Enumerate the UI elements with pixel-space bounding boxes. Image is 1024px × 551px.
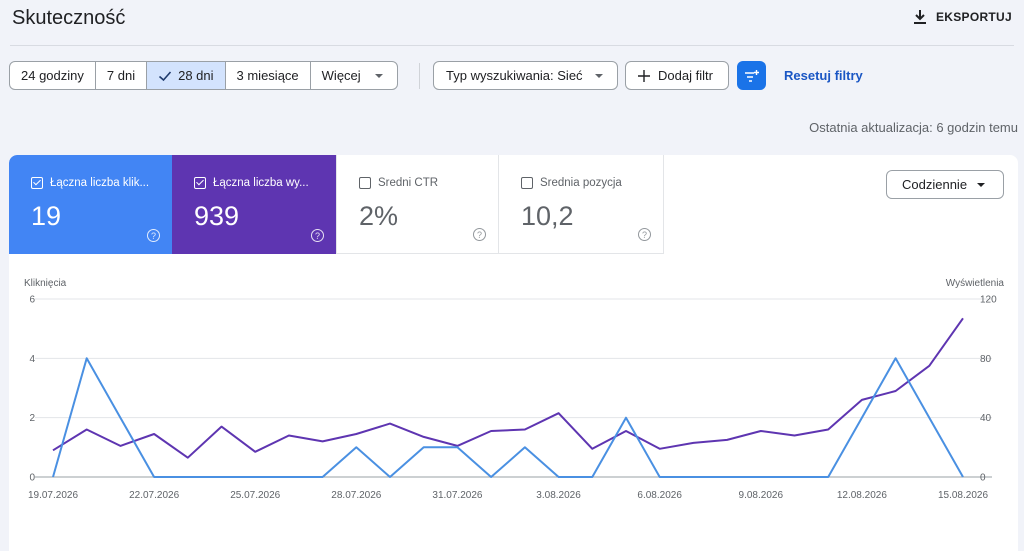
y-tick-right: 120 — [980, 295, 997, 306]
header: Skuteczność EKSPORTUJ — [0, 0, 1024, 44]
checkbox-icon[interactable] — [359, 177, 371, 189]
metric-value: 2% — [359, 201, 399, 231]
y-tick-left: 4 — [29, 354, 35, 365]
x-tick-label: 31.07.2026 — [432, 490, 482, 501]
metric-tile-impressions[interactable]: Łączna liczba wy... 939 ? — [172, 155, 336, 254]
chevron-down-icon — [374, 73, 383, 78]
range-label: 7 dni — [106, 68, 136, 83]
divider — [10, 45, 1014, 46]
range-3m[interactable]: 3 miesiące — [226, 62, 311, 89]
metric-label: Łączna liczba wy... — [213, 177, 309, 189]
x-tick-label: 28.07.2026 — [331, 490, 381, 501]
metric-tile-clicks[interactable]: Łączna liczba klik... 19 ? — [9, 155, 172, 254]
add-filter-button[interactable]: Dodaj filtr — [625, 61, 729, 90]
x-tick-label: 9.08.2026 — [739, 490, 784, 501]
plus-icon — [638, 69, 650, 82]
impressions-series-line — [52, 317, 964, 459]
checkbox-icon[interactable] — [521, 177, 533, 189]
add-filter-label: Dodaj filtr — [658, 68, 713, 83]
last-update-text: Ostatnia aktualizacja: 6 godzin temu — [809, 120, 1018, 135]
metric-tile-ctr[interactable]: Średni CTR 2% ? — [336, 155, 499, 254]
performance-card: Łączna liczba klik... 19 ? Łączna liczba… — [9, 155, 1018, 551]
range-label: 3 miesiące — [236, 68, 299, 83]
y-tick-right: 80 — [980, 354, 992, 365]
range-28d[interactable]: 28 dni — [147, 62, 226, 89]
y-axis-right-label: Wyświetlenia — [946, 278, 1005, 289]
checkbox-icon[interactable] — [194, 177, 206, 189]
clicks-series-line — [52, 357, 964, 478]
search-type-filter[interactable]: Typ wyszukiwania: Sieć — [433, 61, 618, 90]
y-tick-right: 40 — [980, 413, 992, 424]
y-tick-right: 0 — [980, 473, 986, 484]
metric-value: 939 — [194, 201, 240, 231]
x-tick-label: 19.07.2026 — [28, 490, 78, 501]
x-tick-label: 12.08.2026 — [837, 490, 887, 501]
y-axis-left-label: Kliknięcia — [24, 278, 67, 289]
range-24h[interactable]: 24 godziny — [10, 62, 96, 89]
search-type-label: Typ wyszukiwania: Sieć — [446, 68, 583, 83]
help-icon[interactable]: ? — [473, 228, 486, 241]
x-tick-label: 3.08.2026 — [536, 490, 581, 501]
filter-add-icon — [744, 69, 759, 82]
chevron-down-icon — [594, 73, 603, 78]
range-more-dropdown[interactable]: Więcej — [311, 62, 397, 89]
help-icon[interactable]: ? — [147, 229, 160, 242]
y-tick-left: 2 — [29, 413, 35, 424]
chevron-down-icon — [977, 182, 986, 187]
metric-label: Łączna liczba klik... — [50, 177, 150, 189]
range-label: 28 dni — [178, 68, 214, 83]
reset-filters-link[interactable]: Resetuj filtry — [784, 68, 863, 83]
x-tick-label: 25.07.2026 — [230, 490, 280, 501]
checkbox-icon[interactable] — [31, 177, 43, 189]
export-button[interactable]: EKSPORTUJ — [912, 6, 1012, 28]
granularity-label: Codziennie — [902, 177, 968, 192]
metric-value: 10,2 — [521, 201, 574, 231]
help-icon[interactable]: ? — [638, 228, 651, 241]
download-icon — [913, 10, 926, 24]
metric-label: Średni CTR — [378, 177, 439, 189]
x-tick-label: 22.07.2026 — [129, 490, 179, 501]
metric-label: Średnia pozycja — [540, 177, 622, 189]
range-7d[interactable]: 7 dni — [96, 62, 148, 89]
range-label: 24 godziny — [21, 68, 84, 83]
granularity-dropdown[interactable]: Codziennie — [886, 170, 1004, 199]
metric-tile-position[interactable]: Średnia pozycja 10,2 ? — [499, 155, 664, 254]
metric-value: 19 — [31, 201, 62, 231]
date-range-selector: 24 godziny 7 dni 28 dni 3 miesiące Więce… — [9, 61, 398, 90]
y-tick-left: 0 — [29, 473, 35, 484]
check-icon — [159, 70, 172, 81]
help-icon[interactable]: ? — [311, 229, 324, 242]
range-label: Więcej — [321, 68, 361, 83]
divider — [419, 63, 420, 89]
performance-chart: Kliknięcia Wyświetlenia 0 2 4 6 0 40 80 120 19.0… — [24, 278, 1005, 501]
filter-settings-button[interactable] — [737, 61, 766, 90]
export-label: EKSPORTUJ — [935, 10, 1012, 24]
y-tick-left: 6 — [29, 295, 35, 306]
x-tick-label: 15.08.2026 — [938, 490, 988, 501]
page-title: Skuteczność — [12, 7, 126, 29]
x-tick-label: 6.08.2026 — [637, 490, 682, 501]
